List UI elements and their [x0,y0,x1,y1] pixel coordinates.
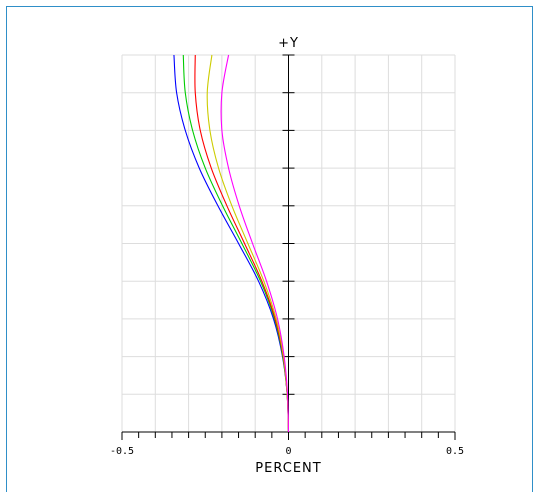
x-tick-label: 0 [285,446,291,457]
y-axis-title: +Y [278,36,299,51]
x-tick-label: 0.5 [446,446,464,457]
labels-group: PERCENT +Y [255,36,321,476]
x-axis-title: PERCENT [255,461,321,476]
x-tick-label: -0.5 [110,446,134,457]
series-group [173,54,290,433]
plot-frame [6,6,533,492]
series-line-5 [220,54,290,433]
